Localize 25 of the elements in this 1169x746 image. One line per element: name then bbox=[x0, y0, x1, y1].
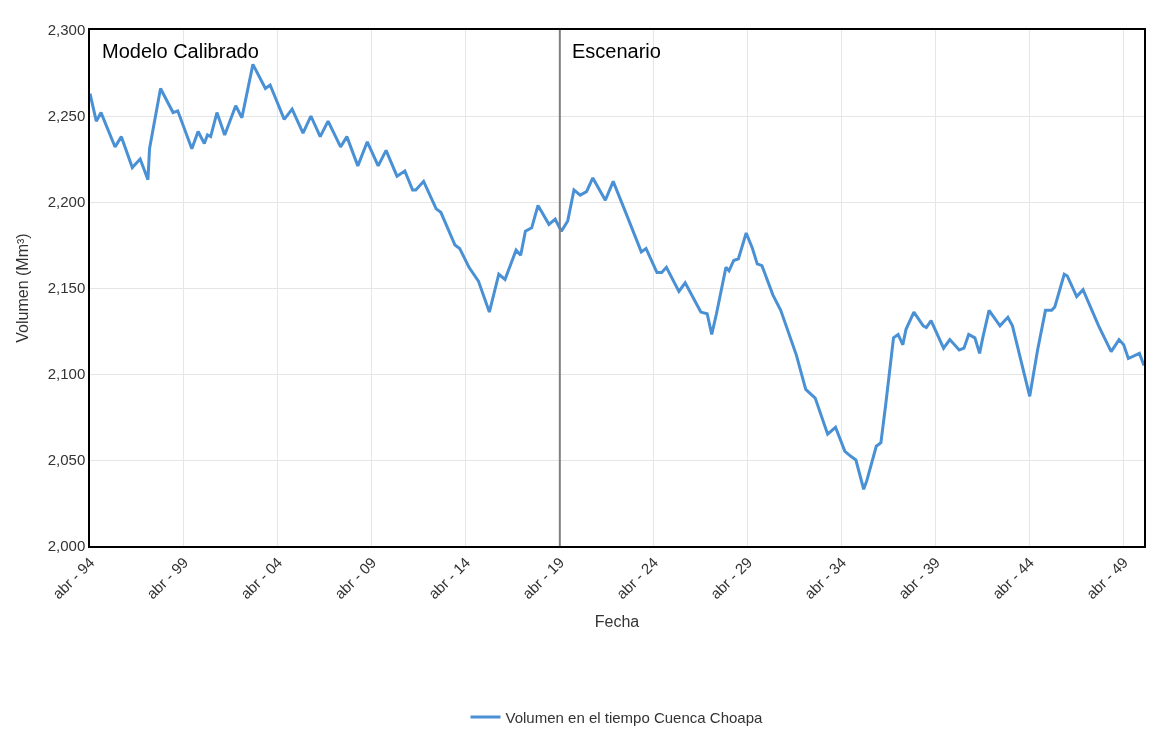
y-tick-label: 2,050 bbox=[47, 451, 86, 469]
y-tick-label: 2,100 bbox=[47, 365, 86, 383]
x-tick-label: abr - 94 bbox=[48, 553, 98, 603]
x-tick-label: abr - 19 bbox=[518, 553, 568, 603]
x-tick-label: abr - 24 bbox=[612, 553, 662, 603]
y-tick-label: 2,150 bbox=[47, 279, 86, 297]
legend-label: Volumen en el tiempo Cuenca Choapa bbox=[505, 708, 763, 726]
x-tick-label: abr - 44 bbox=[988, 553, 1038, 603]
x-tick-label: abr - 34 bbox=[800, 553, 850, 603]
x-tick-label: abr - 49 bbox=[1082, 553, 1132, 603]
x-tick-label: abr - 09 bbox=[330, 553, 380, 603]
y-axis-title: Volumen (Mm³) bbox=[14, 233, 32, 343]
y-tick-label: 2,250 bbox=[47, 107, 86, 125]
annotation: Escenario bbox=[572, 40, 661, 62]
y-tick-label: 2,000 bbox=[47, 537, 86, 555]
x-tick-label: abr - 99 bbox=[142, 553, 192, 603]
line-series bbox=[90, 62, 1144, 491]
x-tick-label: abr - 14 bbox=[424, 553, 474, 603]
x-tick-label: abr - 29 bbox=[706, 553, 756, 603]
annotation: Modelo Calibrado bbox=[102, 40, 259, 62]
y-tick-label: 2,200 bbox=[47, 193, 86, 211]
x-tick-label: abr - 04 bbox=[236, 553, 286, 603]
x-axis-title: Fecha bbox=[594, 613, 640, 631]
y-tick-label: 2,300 bbox=[47, 21, 86, 39]
x-tick-label: abr - 39 bbox=[894, 553, 944, 603]
